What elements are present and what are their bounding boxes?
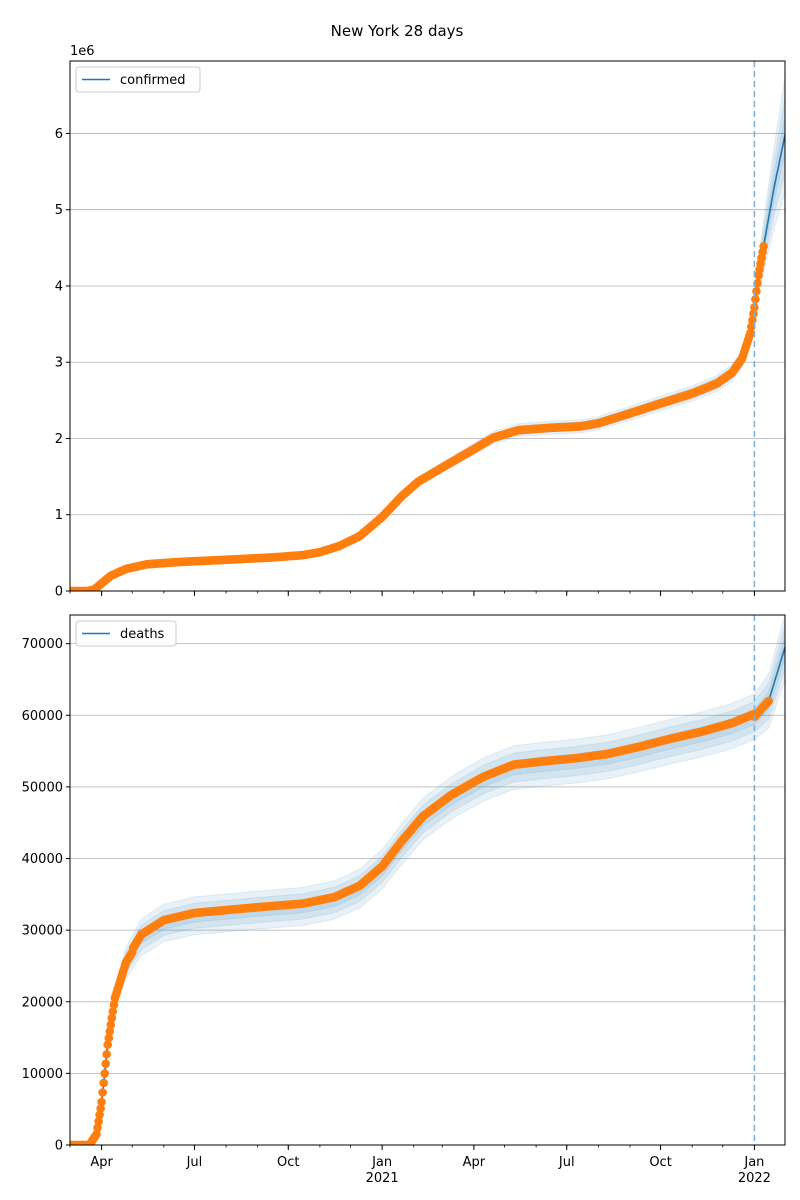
deaths-observed-points	[70, 696, 773, 1145]
uncertainty-band-2	[70, 625, 785, 1145]
x-tick-label: Jul	[186, 1155, 203, 1170]
y-tick-label: 70000	[22, 637, 63, 652]
y-tick-label: 2	[55, 432, 63, 447]
observed-point	[94, 1117, 103, 1126]
legend-box	[75, 66, 201, 93]
observed-point	[98, 1088, 107, 1097]
legend-label: confirmed	[120, 73, 186, 88]
observed-point	[100, 1069, 109, 1078]
x-tick-label: Apr	[90, 1155, 113, 1170]
confirmed-panel: 0 1 2 3 4 5 6 1e6 confirmed	[55, 44, 786, 600]
confirmed-model-line	[70, 134, 785, 591]
x-tick-label: Jan	[371, 1155, 392, 1170]
observed-point	[752, 287, 761, 296]
uncertainty-band-1	[70, 615, 785, 1145]
observed-point	[95, 1110, 104, 1120]
axes-frame	[69, 614, 786, 1146]
observed-point	[759, 242, 768, 251]
observed-point	[101, 1059, 110, 1069]
y-tick-label: 6	[55, 127, 63, 142]
observed-point	[92, 1130, 101, 1139]
y-tick-label: 0	[55, 1139, 63, 1154]
uncertainty-band-3	[70, 636, 785, 1145]
observed-point	[93, 1123, 102, 1133]
observed-point	[102, 1050, 111, 1059]
x-tick-label: Apr	[463, 1155, 486, 1170]
observed-point	[108, 1007, 118, 1016]
y-tick-label: 4	[55, 279, 63, 294]
observed-point	[103, 1040, 112, 1049]
observed-point	[99, 1078, 108, 1088]
figure-title: New York 28 days	[331, 22, 464, 40]
observed-point	[105, 1027, 115, 1036]
y-tick-label: 50000	[22, 780, 63, 795]
y-tick-label: 20000	[22, 995, 63, 1010]
observed-point	[749, 309, 758, 319]
uncertainty-band-1	[70, 77, 785, 591]
observed-point	[109, 1000, 119, 1010]
y-offset-label: 1e6	[70, 44, 95, 59]
confirmed-observed-points	[70, 242, 768, 591]
deaths-panel: 0 10000 20000 30000 40000 50000 60000 70000 Apr J…	[22, 614, 786, 1186]
y-tick-label: 3	[55, 356, 63, 371]
x-tick-label: Oct	[277, 1155, 299, 1170]
x-tick-year-label: 2022	[738, 1171, 771, 1186]
x-tick-label: Jan	[743, 1155, 764, 1170]
x-tick-year-label: 2021	[366, 1171, 399, 1186]
observed-point	[750, 303, 759, 312]
x-tick-label: Oct	[649, 1155, 671, 1170]
y-tick-label: 60000	[22, 709, 63, 724]
observed-point	[97, 1097, 106, 1107]
uncertainty-band-2	[70, 96, 785, 591]
y-tick-label: 0	[55, 585, 63, 600]
observed-point	[753, 279, 762, 288]
observed-point	[747, 322, 756, 332]
y-tick-label: 5	[55, 203, 63, 218]
uncertainty-band-3	[70, 115, 785, 591]
observed-point	[106, 1020, 116, 1030]
y-tick-label: 10000	[22, 1067, 63, 1082]
legend: confirmed	[75, 66, 201, 93]
observed-point	[107, 1013, 117, 1023]
legend: deaths	[75, 620, 177, 647]
x-tick-label: Jul	[558, 1155, 575, 1170]
observed-point	[96, 1104, 105, 1113]
observed-point	[746, 328, 755, 338]
y-tick-label: 1	[55, 508, 63, 523]
y-tick-label: 30000	[22, 924, 63, 939]
observed-point	[104, 1033, 114, 1043]
axes-frame	[69, 60, 786, 592]
legend-label: deaths	[120, 627, 165, 642]
observed-point	[751, 295, 760, 304]
observed-point	[764, 696, 773, 706]
y-tick-label: 40000	[22, 852, 63, 867]
legend-box	[75, 620, 177, 647]
